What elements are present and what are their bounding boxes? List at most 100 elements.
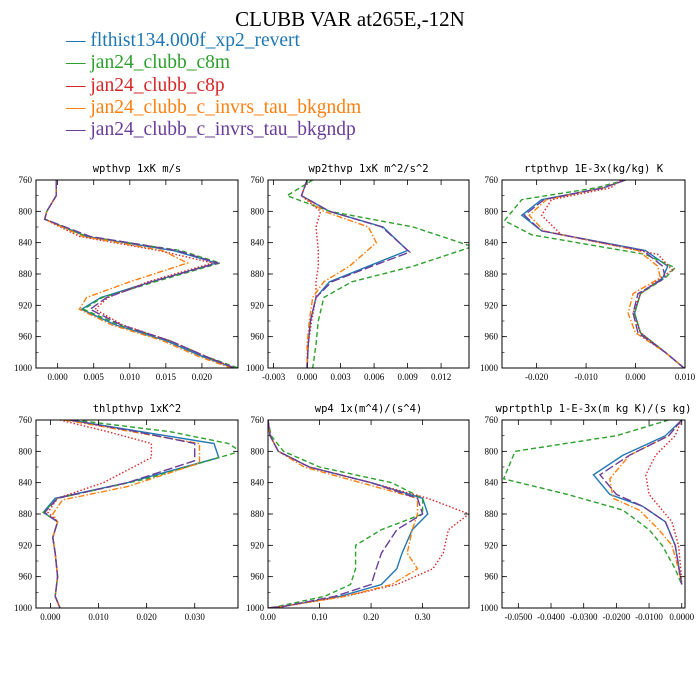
y-tick-label: 800: [251, 446, 265, 456]
series-group: [503, 180, 685, 368]
y-tick-label: 960: [19, 332, 33, 342]
y-tick-label: 840: [485, 238, 499, 248]
series-line: [502, 420, 683, 585]
legend-item: — flthist134.000f_xp2_revert: [66, 30, 361, 52]
series-line: [43, 180, 235, 368]
legend-item: — jan24_clubb_c8m: [66, 52, 361, 74]
series-line: [300, 180, 378, 368]
panel-5: wp4 1x(m^4)/(s^4)76080084088092096010000…: [246, 403, 470, 622]
panel-6: wprtpthlp 1-E-3x(m kg K)/(s kg)760 800 840…: [480, 403, 695, 622]
legend-label: jan24_clubb_c_invrs_tau_bkgndm: [90, 96, 362, 118]
legend-item: — jan24_clubb_c_invrs_tau_bkgndm: [66, 97, 361, 119]
legend-dash: —: [66, 30, 91, 51]
plot-frame: [35, 179, 239, 369]
legend-label: jan24_clubb_c8m: [90, 52, 231, 74]
plot-frame: [267, 419, 470, 609]
y-tick-label: 920: [485, 300, 499, 310]
x-tick-label: 0.000: [297, 372, 318, 382]
series-line: [268, 420, 419, 608]
x-tick-label: 0.000: [48, 372, 69, 382]
y-tick-label: 800: [485, 206, 499, 216]
panel-title: thlpthvp 1xK^2: [93, 403, 182, 415]
x-tick-label: -0.020: [525, 372, 549, 382]
x-tick-label: 0.010: [88, 612, 109, 622]
series-group: [42, 420, 238, 608]
x-tick-label: 0.000: [40, 612, 61, 622]
y-tick-label: 760: [19, 175, 33, 185]
x-tick-label: 0.30: [415, 612, 431, 622]
x-tick-label: 0.00: [260, 612, 276, 622]
legend-item: — jan24_clubb_c8p: [66, 75, 361, 97]
x-tick-label: -0.0300: [570, 612, 598, 622]
legend-dash: —: [66, 96, 91, 118]
panel-title: rtpthvp 1E-3x(kg/kg) K: [524, 163, 664, 175]
legend-item: — jan24_clubb_c_invrs_tau_bkgndp: [66, 119, 361, 141]
series-line: [42, 420, 238, 608]
y-tick-label: 880: [485, 269, 499, 279]
y-tick-label: 920: [19, 540, 33, 550]
y-tick-label: 840: [251, 478, 265, 488]
x-tick-label: -0.0200: [603, 612, 631, 622]
series-group: [285, 180, 469, 368]
series-group: [268, 420, 469, 608]
series-line: [51, 420, 201, 608]
y-tick-label: 880: [485, 509, 499, 519]
y-tick-label: 920: [251, 540, 265, 550]
panel-title: wp4 1x(m^4)/(s^4): [315, 403, 422, 415]
panel-title: wp2thvp 1xK m^2/s^2: [308, 163, 428, 175]
y-tick-label: 960: [251, 332, 265, 342]
x-tick-label: 0.010: [120, 372, 141, 382]
series-line: [528, 180, 685, 368]
series-line: [285, 180, 469, 368]
plot-frame: [35, 419, 239, 609]
series-line: [268, 420, 424, 608]
y-tick-label: 760: [19, 415, 33, 425]
series-line: [268, 420, 469, 608]
panel-3: rtpthvp 1E-3x(kg/kg) K 760 800 840 880 920 960…: [480, 163, 696, 382]
x-tick-label: -0.0100: [635, 612, 663, 622]
y-tick-label: 800: [485, 446, 499, 456]
y-tick-label: 760: [251, 415, 265, 425]
series-group: [43, 180, 238, 368]
x-tick-label: -0.0400: [537, 612, 565, 622]
y-tick-label: 880: [251, 509, 265, 519]
y-tick-label: 1000: [480, 363, 499, 373]
y-tick-label: 840: [19, 478, 33, 488]
y-tick-label: 1000: [14, 603, 33, 613]
panel-4: thlpthvp 1xK^2 760 800 840 880 920 960 1000 0.00…: [14, 403, 239, 622]
series-line: [592, 420, 683, 585]
series-line: [268, 420, 424, 608]
y-tick-label: 960: [251, 572, 265, 582]
legend-label: jan24_clubb_c8p: [90, 74, 225, 96]
y-tick-label: 880: [19, 269, 33, 279]
y-tick-label: 960: [19, 572, 33, 582]
x-tick-label: 0.015: [156, 372, 177, 382]
y-tick-label: 920: [251, 300, 265, 310]
x-tick-label: 0.005: [84, 372, 105, 382]
y-tick-label: 880: [19, 509, 33, 519]
series-line: [43, 420, 196, 608]
legend-dash: —: [66, 74, 91, 96]
panel-title: wprtpthlp 1-E-3x(m kg K)/(s kg): [496, 403, 692, 415]
series-line: [43, 180, 232, 368]
x-tick-label: 0.030: [185, 612, 206, 622]
plot-frame: [267, 179, 470, 369]
series-line: [300, 180, 322, 368]
y-tick-label: 800: [251, 206, 265, 216]
legend: — flthist134.000f_xp2_revert — jan24_club…: [66, 30, 361, 141]
x-tick-label: -0.010: [574, 372, 598, 382]
series-line: [540, 180, 685, 368]
chart-title: CLUBB VAR at265E,-12N: [235, 7, 465, 31]
x-tick-label: 0.020: [136, 612, 157, 622]
series-line: [43, 180, 235, 368]
x-tick-label: 0.012: [431, 372, 451, 382]
series-line: [47, 420, 153, 608]
series-line: [645, 420, 683, 585]
panel-1: wpthvp 1xK m/s 760 800 840 880 920 960 1000 0.00…: [14, 163, 239, 382]
x-tick-label: 0.20: [363, 612, 379, 622]
legend-dash: —: [66, 52, 91, 74]
y-tick-label: 920: [485, 540, 499, 550]
series-line: [300, 180, 412, 368]
panel-2: wp2thvp 1xK m^2/s^2 760 800 840 880 920 960 100…: [246, 163, 470, 382]
